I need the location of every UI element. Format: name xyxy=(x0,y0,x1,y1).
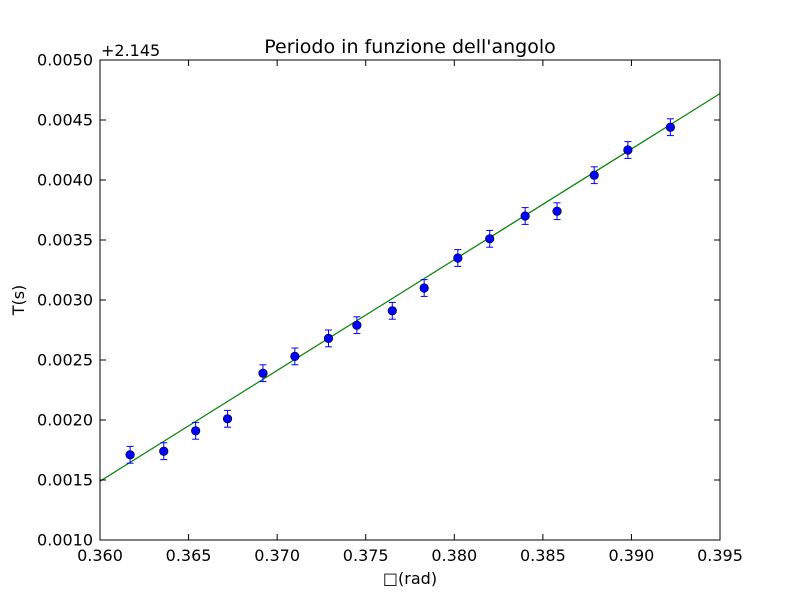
x-tick-label: 0.375 xyxy=(343,546,389,565)
data-marker xyxy=(222,414,233,424)
x-tick-label: 0.380 xyxy=(431,546,477,565)
data-point xyxy=(323,329,334,348)
data-marker xyxy=(552,206,562,216)
data-marker xyxy=(125,450,135,460)
data-marker xyxy=(665,122,676,132)
x-axis-label: □(rad) xyxy=(383,569,437,588)
fit-line xyxy=(100,93,720,482)
data-marker xyxy=(323,333,334,344)
x-tick-label: 0.385 xyxy=(520,546,566,565)
y-tick-label: 0.0045 xyxy=(37,111,93,130)
y-tick-label: 0.0035 xyxy=(37,231,93,250)
y-tick-label: 0.0010 xyxy=(37,531,93,550)
data-point xyxy=(665,118,676,137)
y-tick-label: 0.0015 xyxy=(37,471,93,490)
y-tick-label: 0.0030 xyxy=(37,291,93,310)
data-marker xyxy=(258,368,268,378)
data-point xyxy=(552,202,562,221)
data-point xyxy=(623,141,633,159)
x-tick-label: 0.370 xyxy=(254,546,300,565)
chart-title: Periodo in funzione dell'angolo xyxy=(264,36,556,58)
y-offset-label: +2.145 xyxy=(101,41,160,60)
data-point xyxy=(589,166,599,185)
data-point xyxy=(191,421,201,440)
y-tick-label: 0.0025 xyxy=(37,351,93,370)
data-point xyxy=(387,301,397,320)
y-axis-label: T(s) xyxy=(9,285,28,317)
data-point xyxy=(159,442,169,461)
data-marker xyxy=(159,446,169,456)
data-marker xyxy=(589,170,599,180)
data-marker xyxy=(419,283,429,293)
y-tick-label: 0.0020 xyxy=(37,411,93,430)
data-marker xyxy=(290,351,300,362)
x-tick-label: 0.390 xyxy=(609,546,655,565)
x-tick-label: 0.365 xyxy=(166,546,212,565)
data-marker xyxy=(623,145,633,155)
x-tick-label: 0.395 xyxy=(697,546,743,565)
plot-frame xyxy=(99,59,721,541)
y-tick-label: 0.0050 xyxy=(37,51,93,70)
data-point xyxy=(222,409,233,428)
data-point xyxy=(125,445,135,464)
plot-area xyxy=(100,93,720,482)
data-point xyxy=(485,229,495,248)
data-point xyxy=(290,347,300,366)
data-marker xyxy=(191,426,201,436)
data-point xyxy=(352,316,362,335)
data-marker xyxy=(352,320,362,330)
data-point xyxy=(258,364,268,383)
plot-clip-group xyxy=(100,93,720,482)
data-point xyxy=(453,249,463,267)
data-point xyxy=(520,207,530,225)
data-point xyxy=(419,279,429,297)
data-marker xyxy=(387,306,397,316)
data-marker xyxy=(520,211,530,221)
data-marker xyxy=(485,234,495,244)
axis-ticks: 0.360 0.365 0.370 0.375 0.380 0.385 0.390 0.395… xyxy=(37,51,743,566)
x-tick-label: 0.360 xyxy=(77,546,123,565)
data-marker xyxy=(453,253,463,263)
y-tick-label: 0.0040 xyxy=(37,171,93,190)
